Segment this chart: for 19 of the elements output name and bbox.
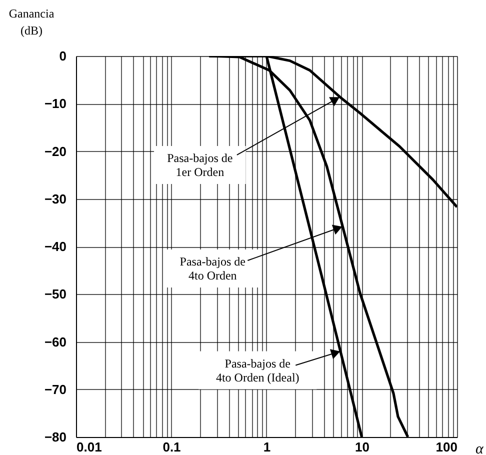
x-tick-label: 0.1 (162, 440, 181, 454)
y-tick-label: −10 (44, 96, 66, 112)
y-tick-label: 0 (59, 48, 66, 64)
y-tick-label: −80 (44, 430, 66, 444)
x-tick-label: 100 (436, 440, 458, 454)
y-tick-label: −40 (44, 239, 66, 254)
y-tick-label: −50 (44, 286, 66, 302)
x-tick-label: 0.01 (76, 440, 102, 454)
y-tick-label: −70 (44, 382, 66, 397)
y-tick-label: −20 (44, 144, 66, 159)
annotation: Pasa-bajos de 4to Orden (180, 254, 246, 282)
x-axis-title: α (476, 442, 484, 455)
x-tick-label: 10 (355, 440, 370, 454)
annotation: Pasa-bajos de 4to Orden (Ideal) (216, 356, 300, 384)
y-tick-label: −60 (44, 334, 66, 350)
y-axis-title: Ganancia (dB) (8, 6, 55, 38)
annotation: Pasa-bajos de 1er Orden (167, 150, 233, 179)
x-tick-label: 1 (263, 440, 271, 454)
y-tick-label: −30 (44, 191, 66, 206)
